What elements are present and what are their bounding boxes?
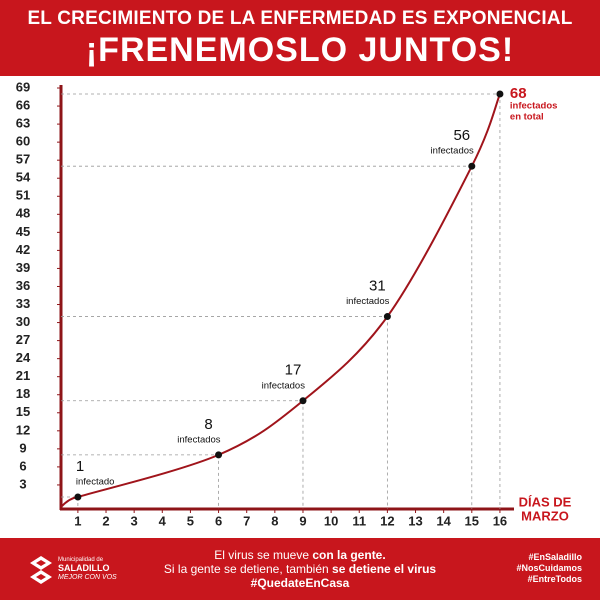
point xyxy=(496,90,504,98)
y-tick-label: 69 xyxy=(16,79,30,94)
data-label: 68 xyxy=(510,85,527,102)
logo-line: SALADILLO xyxy=(58,563,110,573)
x-tick-label: 3 xyxy=(131,513,138,528)
x-tick-label: 5 xyxy=(187,513,194,528)
x-tick-label: 11 xyxy=(352,513,366,528)
hashtag: #EntreTodos xyxy=(527,574,582,584)
logo-text: Municipalidad de SALADILLO MEJOR CON VOS xyxy=(58,556,117,582)
y-tick-label: 42 xyxy=(16,242,30,257)
footer: Municipalidad de SALADILLO MEJOR CON VOS… xyxy=(0,538,600,600)
x-tick-label: 9 xyxy=(299,513,306,528)
y-tick-label: 36 xyxy=(16,278,30,293)
title: EL CRECIMIENTO DE LA ENFERMEDAD ES EXPON… xyxy=(27,8,573,29)
x-tick-label: 6 xyxy=(215,513,222,528)
point xyxy=(74,493,82,501)
message-text: con la gente. xyxy=(312,548,386,562)
y-tick-label: 60 xyxy=(16,134,30,149)
data-label: 56 xyxy=(453,127,470,144)
x-tick-label: 1 xyxy=(74,513,81,528)
y-tick-label: 24 xyxy=(16,350,31,365)
data-note: infectados xyxy=(510,101,558,112)
point xyxy=(383,313,391,321)
y-tick-label: 3 xyxy=(19,476,26,491)
point xyxy=(215,451,223,459)
data-note: infectado xyxy=(76,476,115,487)
message-text: #QuedateEnCasa xyxy=(250,576,350,590)
header: EL CRECIMIENTO DE LA ENFERMEDAD ES EXPON… xyxy=(0,0,600,76)
message-text: Si la gente se detiene, también xyxy=(163,562,333,576)
y-tick-label: 33 xyxy=(16,296,30,311)
logo-icon xyxy=(30,556,52,584)
y-tick-label: 15 xyxy=(16,404,30,419)
data-label: 1 xyxy=(76,458,84,475)
x-tick-label: 12 xyxy=(380,513,394,528)
x-tick-label: 15 xyxy=(465,513,479,528)
logo-line: Municipalidad de xyxy=(58,557,104,563)
data-note: infectados xyxy=(430,146,474,157)
y-tick-label: 21 xyxy=(16,368,30,383)
y-tick-label: 30 xyxy=(16,314,30,329)
data-label: 8 xyxy=(204,416,212,433)
x-tick-label: 16 xyxy=(493,513,507,528)
x-tick-label: 7 xyxy=(243,513,250,528)
hashtag: #EnSaladillo xyxy=(528,552,582,562)
x-tick-label: 2 xyxy=(102,513,109,528)
subtitle: ¡FRENEMOSLO JUNTOS! xyxy=(85,31,515,69)
data-note: infectados xyxy=(346,296,390,307)
y-tick-label: 12 xyxy=(16,422,30,437)
y-tick-label: 48 xyxy=(16,206,30,221)
y-tick-label: 54 xyxy=(16,170,31,185)
y-tick-label: 66 xyxy=(16,97,30,112)
message-text: El virus se mueve xyxy=(214,548,313,562)
message-text: se detiene el virus xyxy=(332,562,437,576)
y-tick-label: 9 xyxy=(19,440,26,455)
x-axis-label: DÍAS DE xyxy=(519,494,572,509)
y-tick-label: 57 xyxy=(16,152,30,167)
hashtag: #NosCuidamos xyxy=(516,563,582,573)
logo: Municipalidad de SALADILLO MEJOR CON VOS xyxy=(30,554,140,588)
hashtags: #EnSaladillo #NosCuidamos #EntreTodos xyxy=(516,552,582,585)
y-tick-label: 45 xyxy=(16,224,30,239)
x-tick-label: 14 xyxy=(436,513,451,528)
y-tick-label: 39 xyxy=(16,260,30,275)
x-tick-label: 13 xyxy=(408,513,422,528)
data-label: 31 xyxy=(369,278,386,295)
y-tick-label: 27 xyxy=(16,332,30,347)
y-tick-label: 6 xyxy=(19,458,26,473)
y-tick-label: 51 xyxy=(16,188,30,203)
data-note: en total xyxy=(510,112,544,123)
y-tick-label: 63 xyxy=(16,116,30,131)
x-tick-label: 10 xyxy=(324,513,338,528)
data-note: infectados xyxy=(177,434,221,445)
data-note: infectados xyxy=(262,380,306,391)
x-axis-label: MARZO xyxy=(521,508,569,523)
x-tick-label: 4 xyxy=(159,513,167,528)
point xyxy=(468,162,476,170)
message: El virus se mueve con la gente. Si la ge… xyxy=(150,548,450,590)
logo-line: MEJOR CON VOS xyxy=(58,574,117,581)
x-tick-label: 8 xyxy=(271,513,278,528)
point xyxy=(299,397,307,405)
y-tick-label: 18 xyxy=(16,386,30,401)
data-label: 17 xyxy=(285,362,302,379)
